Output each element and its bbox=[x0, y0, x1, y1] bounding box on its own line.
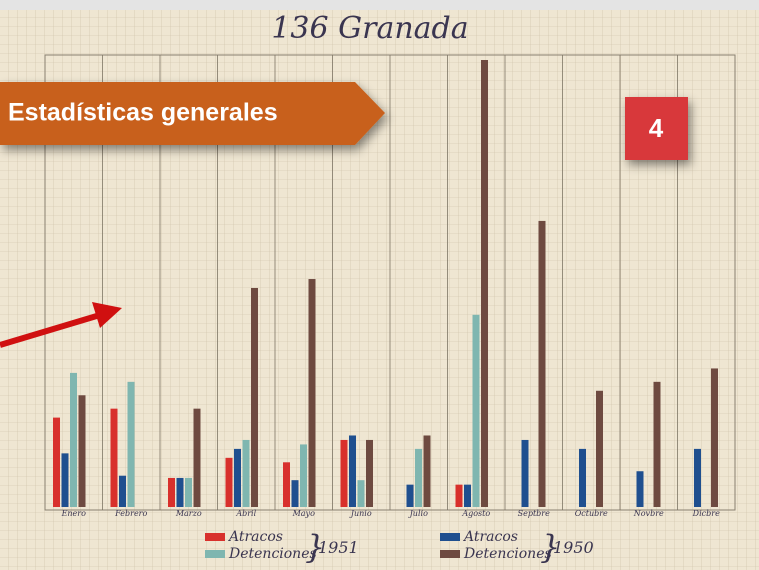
x-tick-label: Abril bbox=[235, 509, 256, 518]
bar bbox=[226, 458, 233, 507]
x-tick-label: Septbre bbox=[518, 509, 550, 518]
bar bbox=[70, 373, 77, 507]
bar bbox=[300, 444, 307, 507]
legend-swatch bbox=[440, 533, 460, 541]
bar bbox=[424, 435, 431, 507]
heading: Estadísticas generales bbox=[8, 99, 278, 127]
legend-swatch bbox=[205, 533, 225, 541]
bar bbox=[168, 478, 175, 507]
legend-label: Detenciones bbox=[228, 546, 317, 562]
bar bbox=[111, 409, 118, 507]
bar bbox=[309, 279, 316, 507]
x-tick-label: Enero bbox=[61, 509, 87, 518]
x-tick-label: Junio bbox=[349, 509, 372, 518]
bar bbox=[185, 478, 192, 507]
legend-group: 1951 bbox=[318, 538, 359, 557]
legend-label: Detenciones bbox=[463, 546, 552, 562]
bar bbox=[341, 440, 348, 507]
bar bbox=[654, 382, 661, 507]
bar bbox=[194, 409, 201, 507]
bar bbox=[596, 391, 603, 507]
bar bbox=[637, 471, 644, 507]
x-tick-label: Marzo bbox=[175, 509, 202, 518]
bar bbox=[243, 440, 250, 507]
bar bbox=[415, 449, 422, 507]
bar bbox=[234, 449, 241, 507]
bar bbox=[119, 476, 126, 507]
x-tick-label: Octubre bbox=[575, 509, 608, 518]
legend-swatch bbox=[440, 550, 460, 558]
legend-swatch bbox=[205, 550, 225, 558]
legend-label: Atracos bbox=[227, 529, 283, 545]
x-tick-label: Dicbre bbox=[692, 509, 720, 518]
bar bbox=[539, 221, 546, 507]
x-tick-label: Novbre bbox=[633, 509, 664, 518]
bar bbox=[464, 485, 471, 507]
x-tick-label: Febrero bbox=[114, 509, 147, 518]
page: 136 Granada Enero Febrero Marzo Abril Mayo Ju… bbox=[0, 0, 759, 570]
bar bbox=[349, 435, 356, 507]
bar bbox=[358, 480, 365, 507]
legend-label: Atracos bbox=[462, 529, 518, 545]
bar bbox=[251, 288, 258, 507]
bar bbox=[283, 462, 290, 507]
bar bbox=[292, 480, 299, 507]
x-tick-label: Agosto bbox=[461, 509, 490, 518]
bar bbox=[522, 440, 529, 507]
chart-title: 136 Granada bbox=[271, 11, 468, 46]
x-tick-label: Julio bbox=[408, 509, 428, 518]
legend-group: 1950 bbox=[553, 538, 594, 557]
bar bbox=[62, 453, 69, 507]
bar bbox=[473, 315, 480, 507]
top-strip bbox=[0, 0, 759, 10]
bar bbox=[79, 395, 86, 507]
badge-number: 4 bbox=[649, 113, 664, 143]
bar bbox=[456, 485, 463, 507]
bar bbox=[694, 449, 701, 507]
bar bbox=[579, 449, 586, 507]
bar bbox=[128, 382, 135, 507]
chart: 136 Granada Enero Febrero Marzo Abril Mayo Ju… bbox=[0, 0, 759, 570]
bar bbox=[177, 478, 184, 507]
bar bbox=[407, 485, 414, 507]
x-tick-label: Mayo bbox=[292, 509, 315, 518]
bar bbox=[711, 368, 718, 507]
bar bbox=[366, 440, 373, 507]
bar bbox=[53, 418, 60, 507]
bar bbox=[481, 60, 488, 507]
